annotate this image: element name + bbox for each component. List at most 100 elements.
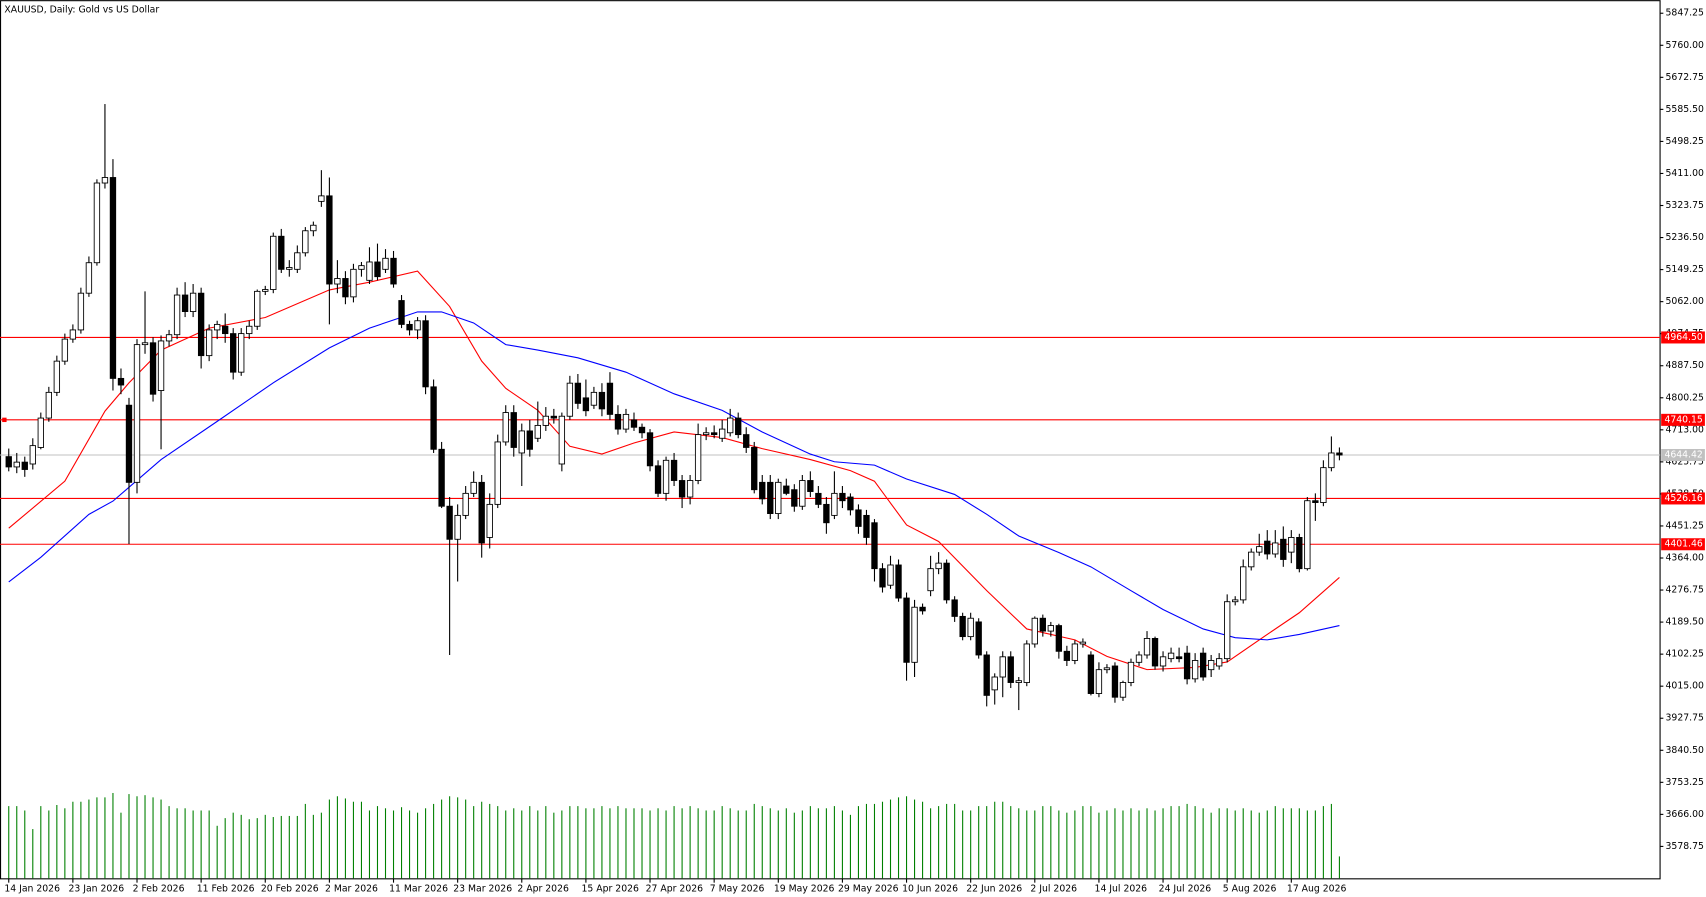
candle-body: [1304, 500, 1311, 570]
candle-body: [1207, 660, 1215, 671]
x-tick-label: 19 May 2026: [774, 884, 835, 895]
candle-body: [678, 480, 686, 498]
candle-body: [117, 377, 125, 386]
candle-body: [518, 430, 525, 454]
candle-body: [1063, 650, 1071, 661]
candle-body: [1119, 682, 1127, 698]
candle-body: [871, 522, 878, 570]
x-tick-label: 17 Aug 2026: [1287, 884, 1347, 895]
candle-body: [13, 461, 20, 468]
candle-body: [574, 382, 582, 404]
candle-body: [1087, 654, 1095, 694]
candle-body: [935, 562, 942, 570]
candle-body: [1095, 669, 1103, 694]
candle-body: [654, 465, 662, 494]
candle-body: [638, 426, 646, 434]
y-tick-label: 3753.25: [1666, 777, 1704, 788]
candle-body: [727, 417, 734, 434]
candle-body: [93, 182, 101, 264]
candle-body: [238, 333, 245, 373]
x-tick-label: 2 Apr 2026: [517, 884, 569, 895]
candle-body: [791, 489, 798, 507]
x-tick-label: 15 Apr 2026: [582, 884, 639, 895]
x-tick-label: 2 Feb 2026: [133, 884, 185, 895]
candle-body: [302, 230, 309, 254]
candle-body: [879, 568, 886, 588]
chart-title: XAUUSD, Daily: Gold vs US Dollar: [4, 4, 159, 15]
moving-average: [8, 270, 1340, 671]
candle-body: [37, 417, 44, 448]
candle-body: [358, 265, 365, 270]
candle-body: [1264, 540, 1271, 555]
candle-body: [590, 391, 598, 406]
x-tick-label: 5 Aug 2026: [1223, 884, 1277, 895]
candle-body: [751, 447, 758, 491]
candle-body: [462, 492, 469, 516]
candle-body: [189, 292, 197, 312]
candle-body: [1031, 617, 1038, 645]
candle-body: [1079, 641, 1087, 645]
candle-body: [414, 320, 421, 331]
candle-body: [911, 606, 918, 663]
y-tick-label: 4015.00: [1666, 681, 1704, 692]
candle-body: [478, 481, 485, 544]
candle-body: [606, 382, 614, 415]
candle-body: [1175, 656, 1183, 660]
candle-body: [125, 404, 133, 483]
candle-body: [197, 292, 205, 357]
y-tick-label: 5062.00: [1666, 296, 1704, 307]
candle-body: [1256, 546, 1263, 553]
candle-body: [270, 235, 277, 290]
candle-body: [566, 382, 574, 417]
candle-body: [422, 320, 429, 388]
y-tick-label: 5585.50: [1666, 104, 1704, 115]
candle-body: [1007, 656, 1014, 683]
y-tick-label: 4189.50: [1666, 617, 1704, 628]
x-tick-label: 14 Jul 2026: [1095, 884, 1148, 895]
candle-body: [398, 300, 405, 325]
last-price-tag: [1661, 448, 1705, 462]
candle-body: [141, 342, 149, 346]
candle-body: [999, 656, 1006, 678]
candle-body: [1015, 680, 1022, 683]
x-tick-label: 23 Mar 2026: [453, 884, 512, 895]
candle-body: [1127, 661, 1135, 683]
candle-body: [1071, 643, 1079, 661]
candle-body: [109, 177, 117, 379]
candle-body: [438, 448, 445, 507]
y-tick-label: 5498.25: [1666, 136, 1704, 147]
candle-body: [959, 615, 966, 638]
candle-body: [5, 456, 12, 468]
x-tick-label: 14 Jan 2026: [4, 884, 60, 895]
candle-body: [222, 325, 229, 335]
candle-body: [1143, 638, 1151, 656]
candle-body: [29, 445, 36, 465]
plot-frame: [0, 0, 1661, 880]
candle-body: [1151, 638, 1159, 667]
candle-body: [767, 481, 774, 515]
level-tag: [1661, 492, 1705, 505]
level-tag: [1661, 413, 1705, 426]
candle-body: [133, 344, 141, 483]
candle-body: [943, 562, 950, 601]
candle-body: [374, 261, 381, 278]
candle-body: [710, 432, 718, 436]
candle-body: [510, 412, 517, 448]
candle-body: [310, 224, 317, 232]
candle-body: [1336, 452, 1343, 456]
y-tick-label: 5149.25: [1666, 264, 1704, 275]
y-tick-label: 4887.50: [1666, 360, 1704, 371]
candle-body: [446, 505, 453, 540]
candle-body: [1183, 652, 1191, 680]
candle-body: [149, 342, 157, 395]
x-tick-label: 24 Jul 2026: [1159, 884, 1212, 895]
candle-body: [1039, 617, 1046, 632]
candle-body: [807, 480, 814, 492]
candle-body: [1111, 665, 1119, 698]
candle-body: [951, 599, 958, 617]
candle-body: [719, 428, 726, 439]
x-tick-label: 7 May 2026: [710, 884, 765, 895]
candle-body: [526, 430, 533, 450]
candle-body: [694, 434, 702, 481]
candle-body: [390, 257, 397, 285]
